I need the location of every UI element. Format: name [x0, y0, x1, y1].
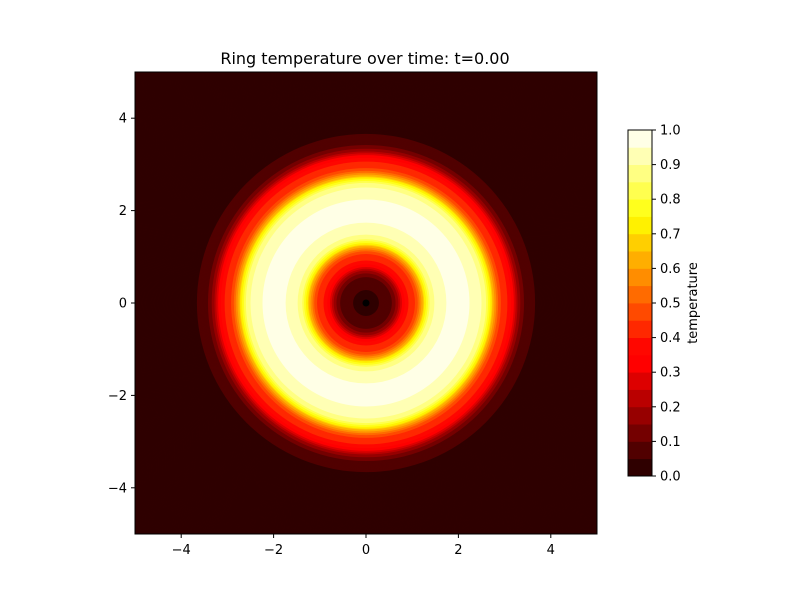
axes: −4 −2 0 2 4 −4 −2 0 2 4 [108, 71, 598, 558]
colorbar-level [628, 441, 652, 460]
colorbar-level [628, 233, 652, 252]
colorbar-tick-label: 0.3 [660, 366, 681, 381]
y-tick-label: 4 [119, 112, 127, 127]
temperature-field [135, 72, 597, 534]
colorbar-level [628, 303, 652, 321]
colorbar-level [628, 199, 652, 217]
colorbar-tick-label: 1.0 [660, 124, 681, 139]
colorbar-level [628, 389, 652, 408]
colorbar-tick-label: 0.0 [660, 470, 681, 485]
chart-title: Ring temperature over time: t=0.00 [220, 49, 509, 68]
colorbar-label: temperature [686, 262, 701, 344]
colorbar: 0.0 0.1 0.2 0.3 0.4 0.5 0.6 0.7 0.8 0.9 1.0 [627, 124, 681, 485]
colorbar-level [628, 130, 652, 148]
colorbar-tick-label: 0.2 [660, 400, 681, 415]
center-marker [362, 299, 370, 307]
y-tick-label: −2 [108, 389, 127, 404]
colorbar-level [628, 216, 652, 235]
colorbar-level [628, 354, 652, 373]
colorbar-level [628, 268, 652, 287]
colorbar-level [628, 285, 652, 304]
colorbar-level [628, 337, 652, 356]
colorbar-level [628, 458, 652, 477]
colorbar-level [628, 424, 652, 442]
colorbar-tick-label: 0.9 [660, 158, 681, 173]
colorbar-tick-label: 0.4 [660, 331, 681, 346]
x-tick-label: 4 [547, 543, 555, 558]
colorbar-level [628, 251, 652, 269]
colorbar-level [628, 164, 652, 183]
colorbar-tick-label: 0.8 [660, 193, 681, 208]
plot-area [135, 72, 597, 534]
y-tick-label: −4 [108, 481, 127, 496]
colorbar-tick-label: 0.5 [660, 297, 681, 312]
colorbar-level [628, 372, 652, 390]
colorbar-level [628, 147, 652, 165]
y-tick-label: 2 [119, 204, 127, 219]
colorbar-tick-label: 0.6 [660, 262, 681, 277]
x-tick-label: 0 [362, 543, 370, 558]
x-tick-label: −2 [264, 543, 283, 558]
x-tick-label: −4 [172, 543, 191, 558]
colorbar-tick-label: 0.1 [660, 435, 681, 450]
colorbar-level [628, 320, 652, 338]
colorbar-level [628, 181, 652, 200]
colorbar-level [628, 406, 652, 425]
x-tick-label: 2 [454, 543, 462, 558]
y-tick-label: 0 [119, 297, 127, 312]
colorbar-tick-label: 0.7 [660, 227, 681, 242]
